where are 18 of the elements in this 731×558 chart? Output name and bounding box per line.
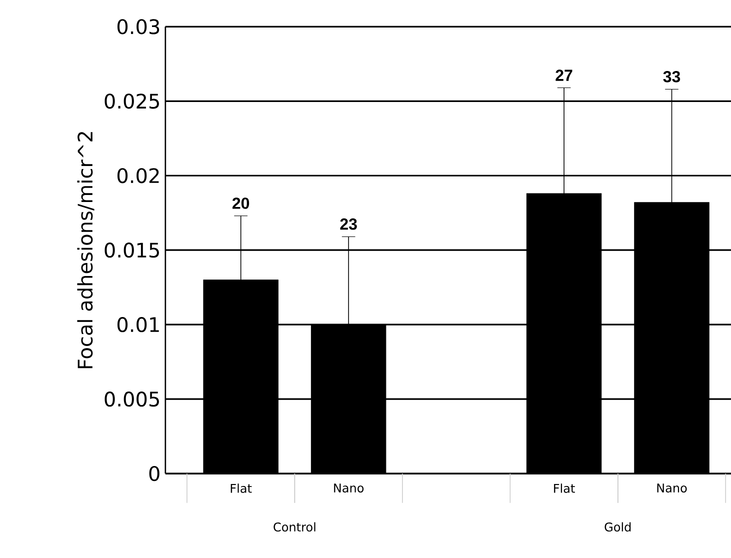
annotation: 20 (232, 198, 250, 210)
x-tick-label: Flat (554, 484, 575, 494)
text: Control (274, 522, 316, 532)
y-tick-label: 0.025 (104, 94, 159, 109)
y-tick-label: 0.005 (104, 392, 159, 407)
x-tick-label: Nano (334, 484, 364, 493)
x-tick-label: Nano (657, 484, 687, 493)
x-tick-label: Flat (230, 484, 252, 494)
annotation: 27 (556, 70, 572, 82)
annotation: 33 (663, 71, 680, 83)
y-tick-label: 0.03 (117, 19, 160, 34)
y-axis-title: Focal adhesions/micr^2 (77, 132, 94, 368)
text: Gold (604, 522, 631, 532)
annotation: 23 (340, 218, 357, 230)
y-tick-label: 0.02 (117, 168, 159, 184)
y-tick-label: 0.015 (104, 242, 159, 258)
y-tick-label: 0.01 (117, 317, 159, 332)
y-tick-label: 0 (149, 466, 160, 482)
